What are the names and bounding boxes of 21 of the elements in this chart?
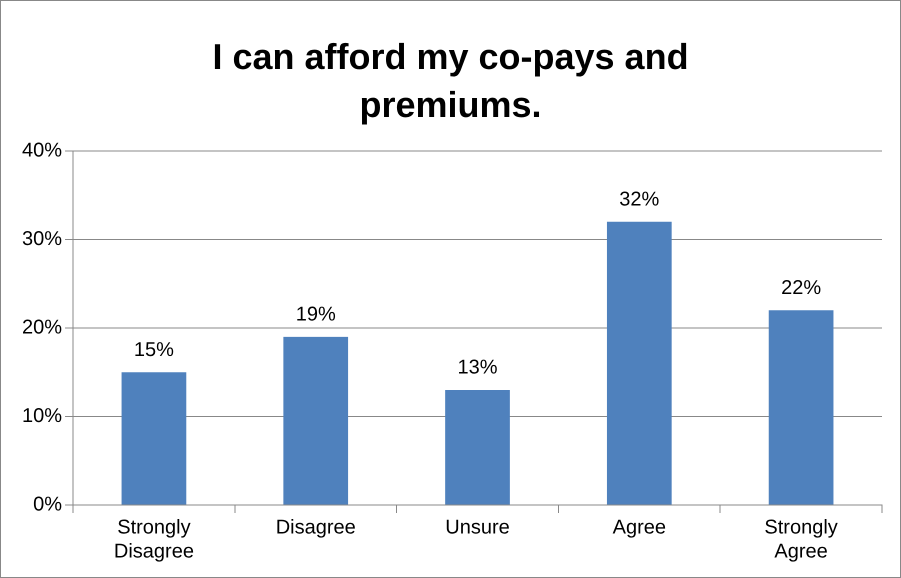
x-tick-label: Strongly Disagree — [114, 516, 194, 563]
data-label: 15% — [134, 338, 174, 361]
bar — [283, 336, 348, 504]
x-tick-label: Strongly Agree — [764, 516, 838, 563]
y-tick-label: 30% — [22, 228, 62, 250]
bar — [445, 390, 510, 504]
bar — [768, 310, 834, 504]
y-tick-label: 40% — [22, 140, 62, 162]
data-label: 32% — [619, 188, 660, 210]
data-label: 19% — [296, 303, 336, 326]
x-tick-label: Unsure — [445, 516, 510, 539]
chart-title: I can afford my co-pays and premiums. — [211, 35, 690, 127]
x-tick-label: Disagree — [276, 516, 356, 539]
y-tick-label: 10% — [22, 405, 62, 428]
data-label: 22% — [781, 276, 822, 299]
bar — [122, 372, 186, 504]
x-tick-label: Agree — [612, 516, 666, 539]
bar — [606, 222, 672, 504]
y-tick-label: 0% — [33, 494, 62, 516]
data-label: 13% — [458, 356, 498, 378]
y-tick-label: 20% — [22, 316, 62, 339]
